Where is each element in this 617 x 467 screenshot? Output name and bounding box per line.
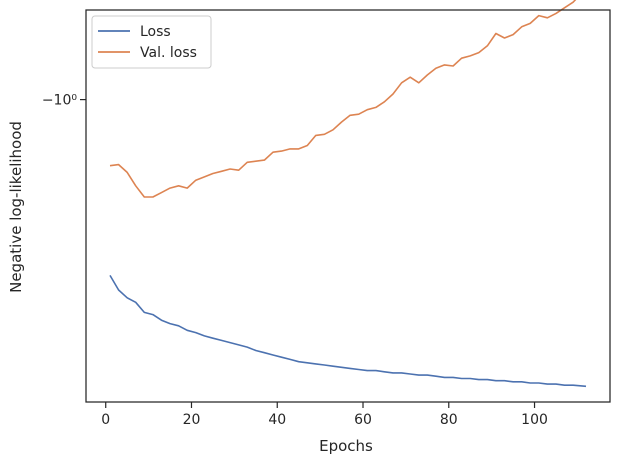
- x-tick-label: 0: [101, 412, 110, 428]
- x-tick-label: 80: [440, 412, 458, 428]
- x-tick-label: 40: [268, 412, 286, 428]
- x-axis-label: Epochs: [319, 437, 373, 455]
- legend-box: [91, 15, 212, 69]
- plot-lines: [109, 0, 587, 388]
- y-axis-label: Negative log-likelihood: [7, 121, 25, 293]
- x-axis-ticks: 0 20 40 60 80 100: [101, 402, 548, 428]
- x-tick-label: 60: [354, 412, 372, 428]
- legend-label: Loss: [140, 24, 171, 40]
- plot-frame: [85, 9, 611, 403]
- x-tick-label: 20: [183, 412, 201, 428]
- legend-label: Val. loss: [140, 45, 197, 61]
- x-tick-label: 100: [521, 412, 548, 428]
- y-tick-label: −10⁰: [42, 93, 78, 109]
- series-line-loss: [109, 274, 587, 388]
- chart-legend: Loss Val. loss: [91, 15, 212, 69]
- y-axis-ticks: −10⁰: [42, 93, 86, 109]
- series-line-val-loss: [109, 0, 577, 198]
